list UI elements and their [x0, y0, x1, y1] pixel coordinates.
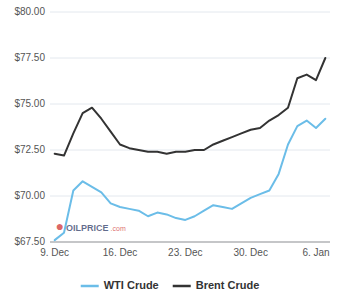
grid-line [50, 58, 330, 59]
legend-label: WTI Crude [104, 279, 159, 291]
annotation: OILPRICE [66, 223, 109, 233]
grid-line [50, 12, 330, 13]
legend-item: WTI Crude [81, 279, 159, 291]
x-tick-label: 9. Dec [40, 247, 69, 258]
y-tick-label: $67.50 [14, 236, 45, 247]
line [55, 58, 326, 156]
legend: WTI Crude Brent Crude [81, 279, 260, 291]
y-tick-label: $80.00 [14, 6, 45, 17]
legend-item: Brent Crude [173, 279, 260, 291]
grid-line [50, 196, 330, 197]
y-tick-label: $70.00 [14, 190, 45, 201]
line [55, 119, 326, 240]
y-tick-label: $72.50 [14, 144, 45, 155]
x-tick-label: 30. Dec [233, 247, 267, 258]
series-group [55, 58, 326, 240]
x-axis-line [50, 242, 330, 243]
grid-line [50, 104, 330, 105]
legend-swatch [173, 285, 191, 288]
grid [50, 12, 330, 242]
grid-line [50, 242, 330, 243]
annotation: .com [111, 225, 126, 232]
x-tick-label: 16. Dec [103, 247, 137, 258]
y-tick-label: $77.50 [14, 52, 45, 63]
annotation: ● [56, 218, 64, 234]
legend-swatch [81, 285, 99, 288]
y-tick-label: $75.00 [14, 98, 45, 109]
legend-label: Brent Crude [196, 279, 260, 291]
chart: $67.50 $70.00 $72.50 $75.00 $77.50 $80.00 9. D… [0, 0, 340, 300]
x-tick-label: 23. Dec [168, 247, 202, 258]
x-tick-label: 6. Jan [302, 247, 329, 258]
